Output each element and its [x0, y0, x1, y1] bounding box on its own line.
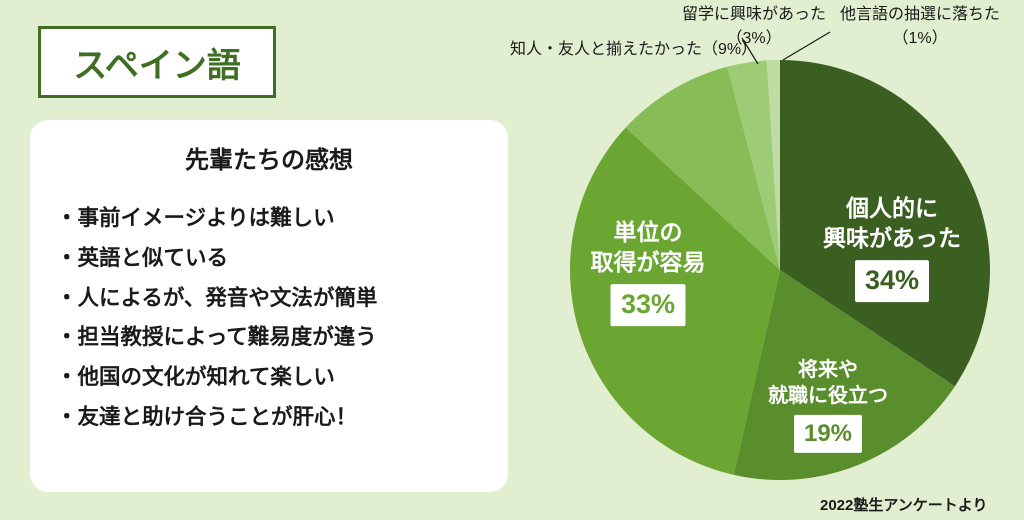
page-title-text: スペイン語 — [73, 38, 241, 87]
slice-outer-label-4: 留学に興味があった（3%） — [682, 0, 826, 48]
source-footnote: 2022塾生アンケートより — [820, 494, 987, 515]
panel-title: 先輩たちの感想 — [56, 140, 482, 175]
source-footnote-text: 2022塾生アンケートより — [820, 497, 987, 514]
slice-outer-label-5: 他言語の抽選に落ちた（1%） — [840, 0, 1000, 48]
infographic-stage: スペイン語 先輩たちの感想 ・事前イメージよりは難しい ・英語と似ている ・人に… — [0, 0, 1024, 520]
slice-label-2: 単位の取得が容易33% — [591, 218, 706, 326]
slice-label-0: 個人的に興味があった34% — [823, 194, 961, 302]
slice-label-1: 将来や就職に役立つ19% — [768, 357, 888, 453]
pie-chart: 個人的に興味があった34% 将来や就職に役立つ19% 単位の取得が容易33% — [570, 60, 990, 480]
page-title: スペイン語 — [38, 26, 276, 98]
impressions-panel: 先輩たちの感想 ・事前イメージよりは難しい ・英語と似ている ・人によるが、発音… — [30, 120, 508, 492]
panel-list: ・事前イメージよりは難しい ・英語と似ている ・人によるが、発音や文法が簡単 ・… — [56, 199, 482, 438]
